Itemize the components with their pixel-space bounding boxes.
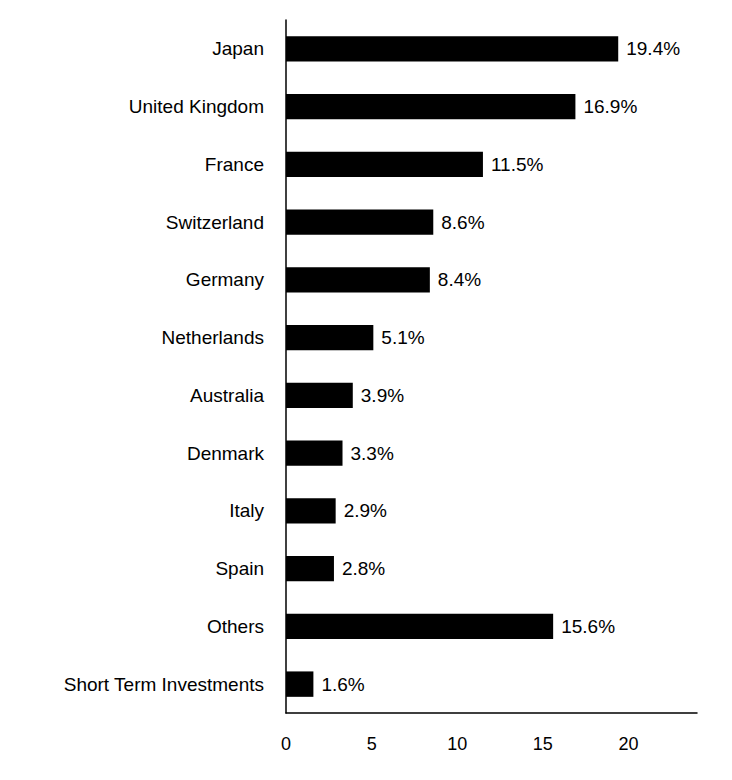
svg-text:Australia: Australia (190, 385, 264, 406)
svg-text:Netherlands: Netherlands (162, 327, 264, 348)
svg-text:1.6%: 1.6% (321, 674, 364, 695)
svg-text:3.9%: 3.9% (361, 385, 404, 406)
svg-text:Spain: Spain (215, 558, 264, 579)
svg-text:Italy: Italy (229, 500, 264, 521)
svg-text:Others: Others (207, 616, 264, 637)
svg-text:10: 10 (447, 734, 467, 754)
svg-text:Denmark: Denmark (187, 443, 265, 464)
svg-text:16.9%: 16.9% (583, 96, 637, 117)
svg-text:0: 0 (281, 734, 291, 754)
svg-text:5: 5 (367, 734, 377, 754)
svg-text:Germany: Germany (186, 269, 265, 290)
svg-text:15: 15 (533, 734, 553, 754)
svg-text:8.6%: 8.6% (441, 212, 484, 233)
svg-text:2.9%: 2.9% (344, 500, 387, 521)
svg-text:France: France (205, 154, 264, 175)
svg-text:3.3%: 3.3% (351, 443, 394, 464)
svg-text:Switzerland: Switzerland (166, 212, 264, 233)
svg-text:15.6%: 15.6% (561, 616, 615, 637)
svg-text:United Kingdom: United Kingdom (129, 96, 264, 117)
svg-text:2.8%: 2.8% (342, 558, 385, 579)
svg-text:8.4%: 8.4% (438, 269, 481, 290)
svg-text:20: 20 (618, 734, 638, 754)
svg-text:Japan: Japan (212, 38, 264, 59)
svg-text:5.1%: 5.1% (381, 327, 424, 348)
svg-text:Short Term Investments: Short Term Investments (64, 674, 264, 695)
svg-text:11.5%: 11.5% (491, 154, 544, 175)
svg-text:19.4%: 19.4% (626, 38, 680, 59)
